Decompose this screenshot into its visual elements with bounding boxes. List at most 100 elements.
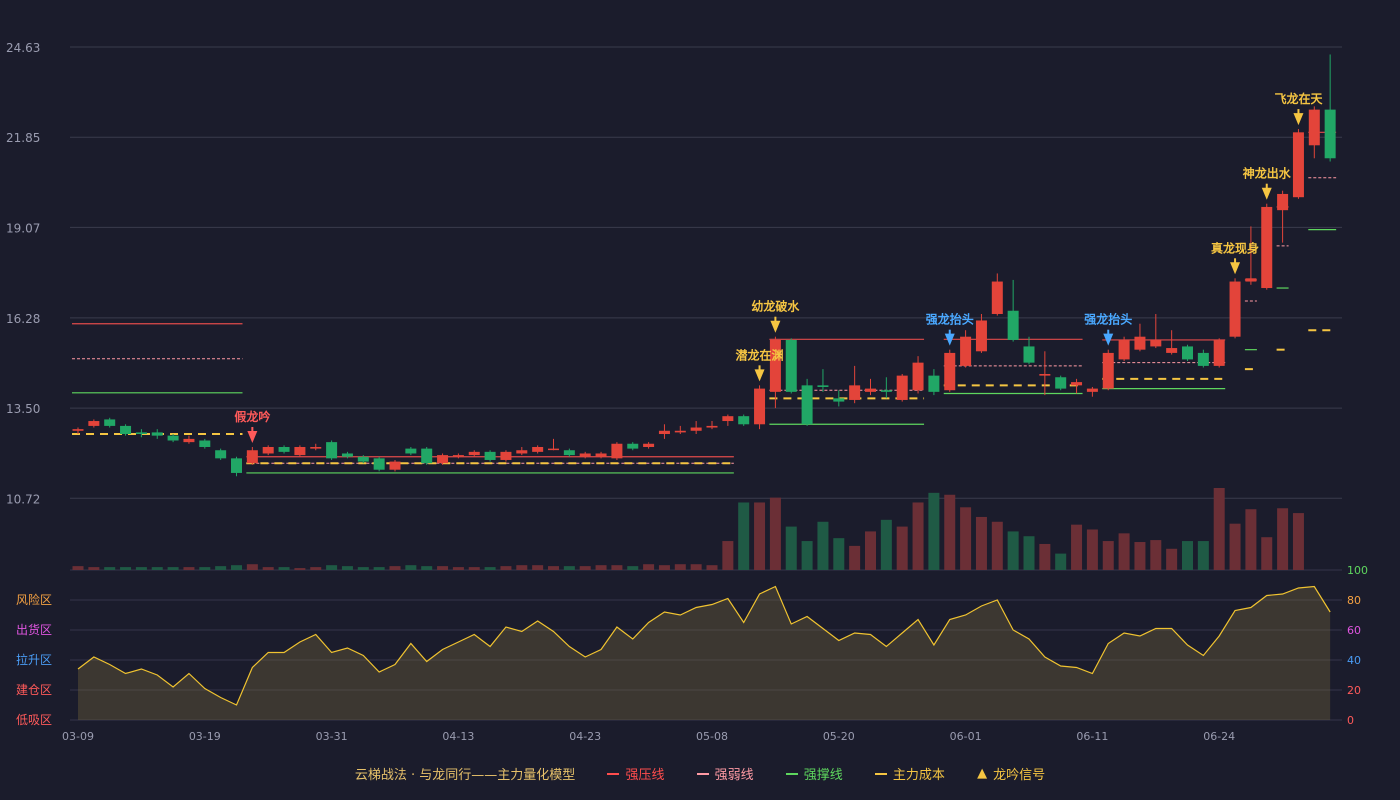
legend-item-support[interactable]: 强撑线 — [785, 764, 843, 783]
volume-bar — [706, 565, 718, 570]
legend-item-signal[interactable]: ▲ 龙吟信号 — [977, 764, 1045, 783]
candle-body — [246, 450, 258, 464]
candle-body — [658, 430, 670, 435]
candle-body — [627, 443, 639, 449]
candle-body — [135, 432, 147, 435]
zone-label: 风险区 — [16, 592, 52, 607]
candle-body — [1055, 377, 1067, 389]
signal-arrow-icon — [1261, 187, 1272, 200]
candle-body — [468, 451, 480, 456]
candle-body — [452, 455, 464, 457]
candle-body — [722, 416, 734, 422]
candle-body — [532, 446, 544, 452]
candle-body — [1007, 310, 1019, 340]
candle-body — [690, 427, 702, 431]
zone-label: 出货区 — [16, 622, 52, 637]
volume-bar — [357, 567, 369, 570]
candle-body — [1086, 388, 1098, 392]
candle-body — [278, 446, 290, 452]
candle-body — [1277, 193, 1289, 211]
volume-bar — [722, 541, 734, 570]
candle-body — [896, 375, 908, 400]
date-tick-label: 05-08 — [696, 730, 728, 743]
candle-body — [199, 440, 211, 447]
oscillator-panel — [77, 585, 1331, 720]
candle-body — [738, 416, 750, 425]
candle-body — [183, 438, 195, 443]
legend-item-cost[interactable]: 主力成本 — [874, 764, 945, 783]
osc-tick-label: 80 — [1347, 594, 1361, 607]
volume-bar — [865, 531, 876, 570]
legend-label-support: 强撑线 — [803, 768, 843, 783]
date-tick-label: 03-31 — [316, 730, 348, 743]
price-tick-label: 16.28 — [6, 312, 40, 326]
volume-bar — [817, 521, 829, 570]
candle-body — [785, 339, 797, 392]
legend-swatch-cost — [874, 772, 887, 775]
candle-body — [674, 430, 686, 433]
volume-bar — [389, 566, 401, 570]
volume-bar — [1213, 488, 1225, 570]
legend-item-weak[interactable]: 强弱线 — [696, 764, 754, 783]
volume-bar — [880, 519, 892, 570]
candle-body — [500, 451, 512, 460]
candle-body — [1197, 352, 1209, 366]
volume-bar — [167, 567, 179, 570]
volume-bar — [1245, 509, 1257, 570]
volume-bar — [468, 567, 480, 570]
volume-bar — [1134, 542, 1146, 570]
volume-bar — [326, 565, 338, 570]
zone-label: 拉升区 — [16, 652, 52, 667]
price-tick-label: 21.85 — [6, 131, 40, 145]
candle-body — [1292, 132, 1304, 198]
candle-body — [579, 453, 591, 457]
candle-body — [341, 453, 353, 457]
volume-bar — [1197, 541, 1209, 570]
volume-bar — [1039, 543, 1051, 570]
candle-body — [595, 453, 607, 457]
volume-bar — [452, 567, 464, 570]
zone-label: 低吸区 — [16, 713, 52, 727]
candle-body — [754, 388, 766, 425]
candle-body — [1261, 206, 1273, 289]
candle-body — [1182, 346, 1193, 360]
volume-bar — [785, 526, 797, 570]
volume-bar — [643, 564, 655, 570]
legend-item-strong[interactable]: 强压线 — [607, 764, 664, 783]
volume-bar — [738, 502, 750, 570]
date-tick-label: 04-13 — [442, 730, 474, 743]
volume-bar — [516, 565, 528, 570]
candle-body — [294, 446, 306, 456]
volume-bar — [658, 565, 670, 570]
candle-body — [944, 352, 956, 391]
price-tick-label: 13.50 — [6, 402, 40, 416]
date-tick-label: 03-19 — [189, 730, 221, 743]
grid-lines — [70, 46, 1342, 721]
candle-body — [1324, 109, 1336, 159]
candle-body — [1245, 278, 1257, 282]
signal-label: 强龙抬头 — [926, 312, 974, 327]
signal-label: 幼龙破水 — [751, 299, 800, 314]
candle-body — [231, 458, 242, 473]
legend-swatch-weak — [696, 772, 709, 775]
volume-bar — [896, 526, 908, 570]
candle-body — [1213, 339, 1225, 366]
volume-bar — [1261, 537, 1273, 570]
volume-bar — [310, 567, 322, 570]
legend-label-signal: 龙吟信号 — [993, 768, 1046, 783]
legend-label-strong: 强压线 — [625, 768, 665, 783]
date-tick-label: 06-24 — [1203, 730, 1235, 743]
volume-bar — [1150, 540, 1162, 570]
volume-bar — [833, 538, 845, 570]
price-tick-label: 19.07 — [6, 221, 40, 235]
volume-bar — [151, 567, 163, 570]
volume-bar — [849, 545, 861, 570]
volume-bar — [595, 565, 607, 570]
volume-bar — [1182, 541, 1193, 570]
volume-bar — [484, 567, 496, 570]
oscillator-line — [77, 585, 1331, 706]
candle-body — [326, 442, 338, 459]
candle-body — [373, 458, 385, 470]
candle-body — [611, 443, 623, 459]
